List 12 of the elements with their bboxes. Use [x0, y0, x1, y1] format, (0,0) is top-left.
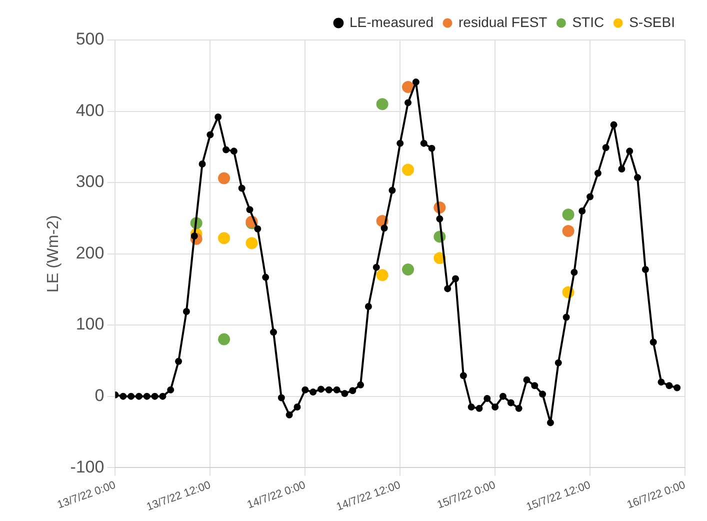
y-axis-title: LE (Wm-2) [45, 215, 62, 292]
y-tick-label: 400 [76, 100, 104, 120]
y-tick-label: 500 [76, 30, 104, 49]
legend-label: STIC [572, 14, 604, 30]
y-tick-label: 300 [76, 172, 104, 192]
y-tick-label: 100 [76, 314, 104, 334]
y-tick-label: -100 [70, 457, 104, 476]
legend-label: S-SEBI [629, 14, 676, 30]
legend-label: LE-measured [349, 14, 434, 30]
y-tick-label: 0 [94, 386, 104, 406]
legend-label: residual FEST [458, 14, 548, 30]
y-tick-label: 200 [76, 243, 104, 262]
